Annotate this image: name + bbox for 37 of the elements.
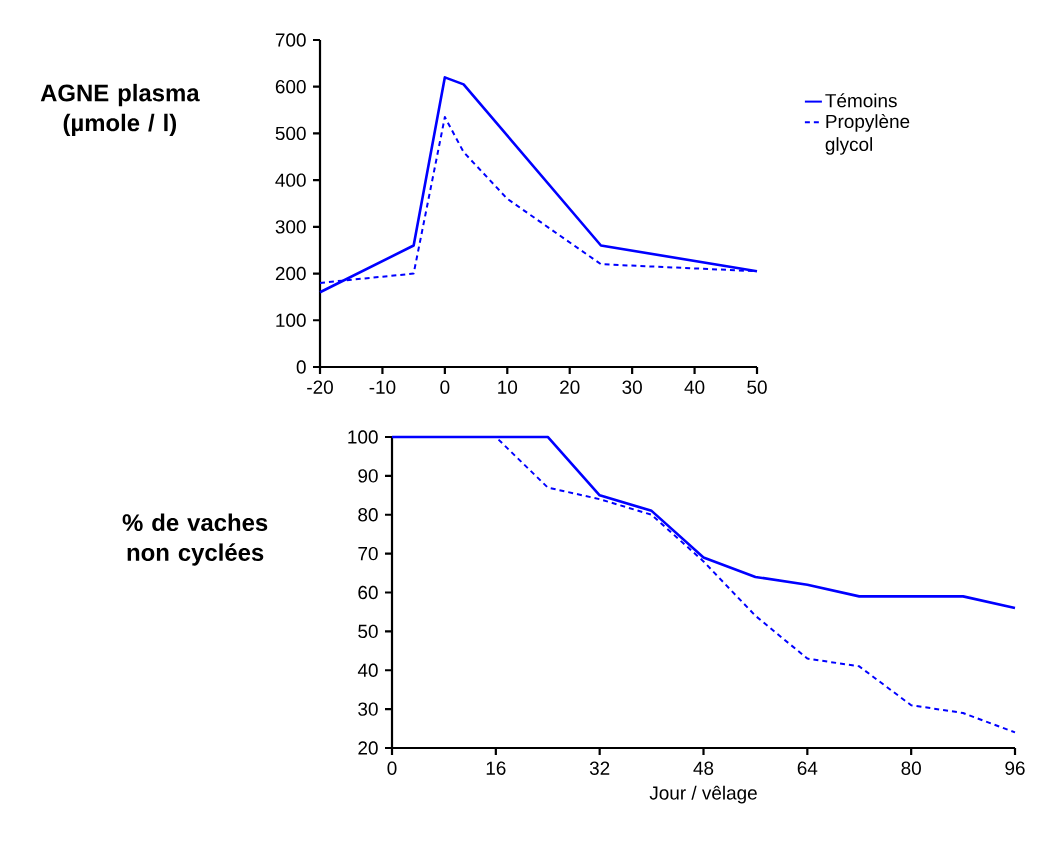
y-axis-title: AGNE plasma (µmole / l) [40, 83, 200, 137]
x-tick-label: 48 [693, 761, 714, 775]
x-tick-label: 40 [684, 380, 705, 394]
x-tick-label: 64 [797, 761, 818, 775]
x-tick-label: 32 [589, 761, 610, 775]
x-tick-label: 16 [486, 761, 506, 775]
y-tick-label: 600 [275, 80, 306, 94]
legend-label: Témoins [825, 93, 897, 108]
x-tick-label: -20 [307, 380, 333, 394]
x-tick-label: 10 [498, 380, 518, 394]
y-tick-label: 80 [358, 508, 378, 522]
legend-label: Propylène glycol [825, 113, 910, 155]
y-tick-label: 700 [275, 33, 306, 47]
y-tick-label: 300 [275, 220, 306, 234]
y-tick-label: 400 [275, 173, 306, 187]
y-tick-label: 70 [358, 546, 378, 561]
x-tick-label: 0 [387, 761, 397, 775]
y-tick-label: 40 [357, 663, 378, 677]
x-tick-label: 20 [560, 380, 580, 394]
y-tick-label: 90 [358, 469, 378, 483]
y-tick-label: 60 [358, 585, 378, 600]
y-tick-label: 20 [358, 741, 378, 755]
x-tick-label: 0 [440, 380, 450, 394]
y-tick-label: 200 [275, 266, 306, 281]
x-tick-label: -10 [369, 380, 396, 394]
y-tick-label: 100 [348, 430, 378, 444]
x-tick-label: 30 [622, 380, 642, 394]
y-tick-label: 50 [358, 624, 378, 639]
x-tick-label: 96 [1005, 761, 1025, 775]
y-tick-label: 30 [358, 702, 378, 716]
x-axis-title: Jour / vêlage [649, 785, 757, 804]
x-tick-label: 50 [747, 380, 767, 394]
x-tick-label: 80 [901, 761, 921, 775]
y-axis-title: % de vaches non cyclées [122, 513, 268, 566]
y-tick-label: 500 [275, 126, 306, 141]
y-tick-label: 100 [276, 313, 306, 327]
y-tick-label: 0 [296, 360, 306, 374]
